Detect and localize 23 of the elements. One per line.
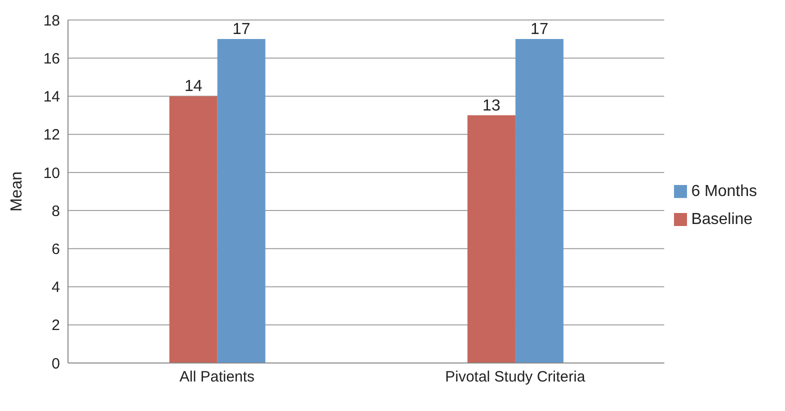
data-label: 14 bbox=[184, 78, 202, 96]
bar bbox=[467, 115, 516, 363]
y-tick-label: 12 bbox=[43, 126, 60, 144]
bar bbox=[217, 39, 266, 363]
bar bbox=[169, 96, 218, 363]
y-tick-label: 0 bbox=[52, 355, 60, 372]
y-tick-label: 8 bbox=[52, 202, 60, 220]
data-label: 13 bbox=[482, 97, 500, 114]
y-tick-label: 14 bbox=[43, 88, 60, 106]
legend-label: 6 Months bbox=[691, 182, 757, 200]
x-tick-label: All Patients bbox=[180, 368, 255, 386]
bar bbox=[515, 39, 564, 363]
y-tick-label: 2 bbox=[52, 317, 60, 334]
y-tick-label: 10 bbox=[43, 164, 60, 182]
data-label: 17 bbox=[530, 21, 548, 38]
legend-label: Baseline bbox=[691, 210, 753, 228]
y-tick-label: 4 bbox=[52, 279, 60, 296]
y-axis-title: Mean bbox=[8, 171, 26, 212]
y-tick-label: 18 bbox=[43, 12, 60, 30]
y-tick-label: 16 bbox=[43, 50, 60, 68]
data-label: 17 bbox=[232, 21, 250, 38]
x-tick-label: Pivotal Study Criteria bbox=[445, 368, 586, 386]
y-tick-label: 6 bbox=[52, 240, 60, 258]
